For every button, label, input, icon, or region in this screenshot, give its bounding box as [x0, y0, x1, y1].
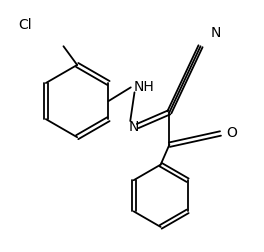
Text: O: O — [227, 127, 238, 140]
Text: N: N — [210, 25, 221, 40]
Text: N: N — [129, 120, 139, 134]
Text: Cl: Cl — [18, 18, 32, 32]
Text: NH: NH — [133, 80, 154, 94]
